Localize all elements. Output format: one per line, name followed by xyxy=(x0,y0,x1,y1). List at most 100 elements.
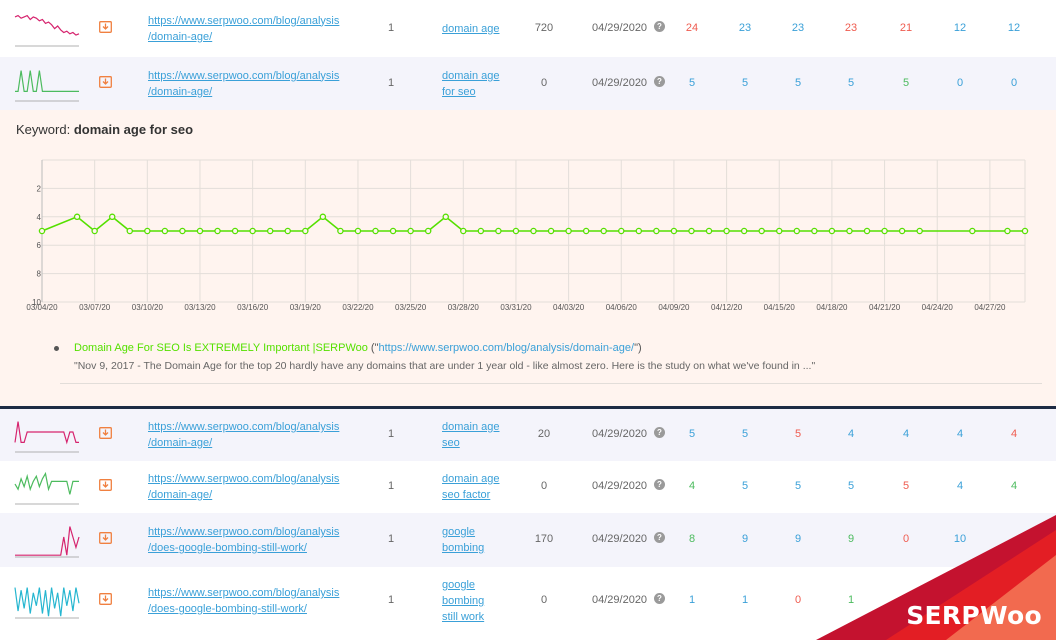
series-point[interactable] xyxy=(266,227,274,235)
series-point[interactable] xyxy=(758,227,765,235)
search-volume: 20 xyxy=(537,428,551,440)
series-point[interactable] xyxy=(565,227,572,235)
series-point[interactable] xyxy=(863,227,871,235)
series-point[interactable] xyxy=(477,227,485,235)
ranking-url-link[interactable]: https://www.serpwoo.com/blog/analysis/do… xyxy=(148,419,358,451)
series-point[interactable] xyxy=(846,227,853,235)
series-point[interactable] xyxy=(793,227,801,235)
series-point[interactable] xyxy=(442,213,449,221)
keyword-link[interactable]: domain age xyxy=(442,21,512,37)
rank-value: 5 xyxy=(847,76,855,89)
ranking-url-link[interactable]: https://www.serpwoo.com/blog/analysis/do… xyxy=(148,471,358,503)
ranking-url-link[interactable]: https://www.serpwoo.com/blog/analysis/do… xyxy=(148,524,358,556)
series-point[interactable] xyxy=(302,227,309,235)
ranking-url-link[interactable]: https://www.serpwoo.com/blog/analysis/do… xyxy=(148,585,358,617)
help-icon[interactable]: ? xyxy=(654,427,665,438)
search-volume: 0 xyxy=(540,594,548,606)
series-point[interactable] xyxy=(214,227,221,235)
series-point[interactable] xyxy=(389,227,397,235)
help-icon[interactable]: ? xyxy=(654,20,665,32)
download-icon[interactable] xyxy=(99,427,112,439)
series-point[interactable] xyxy=(1004,227,1011,235)
series-point[interactable] xyxy=(126,227,134,235)
help-icon[interactable]: ? xyxy=(654,479,665,490)
series-point[interactable] xyxy=(670,227,678,235)
ranking-url-link[interactable]: https://www.serpwoo.com/blog/analysis/do… xyxy=(148,68,358,100)
download-icon[interactable] xyxy=(99,532,112,544)
download-icon[interactable] xyxy=(99,593,112,605)
series-point[interactable] xyxy=(512,227,520,235)
rank-sparkline[interactable] xyxy=(14,417,80,453)
series-point[interactable] xyxy=(740,227,748,235)
series-point[interactable] xyxy=(407,227,414,235)
series-point[interactable] xyxy=(916,227,923,235)
series-point[interactable] xyxy=(284,227,291,235)
series-point[interactable] xyxy=(600,227,607,235)
series-point[interactable] xyxy=(196,227,204,235)
series-point[interactable] xyxy=(653,227,660,235)
help-icon[interactable]: ? xyxy=(654,75,665,87)
series-point[interactable] xyxy=(1021,227,1029,235)
keyword-link[interactable]: domain age seo factor xyxy=(442,471,512,503)
keyword-row: https://www.serpwoo.com/blog/analysis/do… xyxy=(0,409,1056,461)
rank-value: 4 xyxy=(956,480,964,492)
series-point[interactable] xyxy=(828,227,836,235)
series-point[interactable] xyxy=(372,227,379,235)
rank-value: 12 xyxy=(953,21,967,34)
series-point[interactable] xyxy=(460,227,467,235)
download-icon[interactable] xyxy=(99,75,112,88)
x-tick-label: 04/03/20 xyxy=(553,303,585,312)
series-point[interactable] xyxy=(424,227,432,235)
series-point[interactable] xyxy=(354,227,362,235)
serpwoo-brand-badge: SERPWoo xyxy=(756,515,1056,640)
download-icon[interactable] xyxy=(99,479,112,491)
series-point[interactable] xyxy=(705,227,713,235)
help-icon[interactable]: ? xyxy=(654,593,665,604)
series-point[interactable] xyxy=(73,213,81,221)
keyword-link[interactable]: domain age seo xyxy=(442,419,512,451)
keyword-link[interactable]: domain age for seo xyxy=(442,68,512,100)
rank-value: 5 xyxy=(741,76,749,89)
rank-value: 23 xyxy=(791,21,805,34)
series-point[interactable] xyxy=(319,213,327,221)
result-title[interactable]: Domain Age For SEO Is EXTREMELY Importan… xyxy=(74,342,368,354)
series-point[interactable] xyxy=(495,227,502,235)
series-point[interactable] xyxy=(144,227,151,235)
series-point[interactable] xyxy=(635,227,643,235)
download-icon[interactable] xyxy=(99,20,112,33)
series-point[interactable] xyxy=(530,227,537,235)
series-point[interactable] xyxy=(179,227,186,235)
series-point[interactable] xyxy=(38,227,46,235)
series-point[interactable] xyxy=(811,227,818,235)
series-point[interactable] xyxy=(898,227,906,235)
keyword-line: for seo xyxy=(442,85,476,98)
rank-position: 1 xyxy=(388,480,395,492)
rank-sparkline[interactable] xyxy=(14,11,80,47)
series-point[interactable] xyxy=(776,227,783,235)
series-point[interactable] xyxy=(582,227,590,235)
rank-sparkline[interactable] xyxy=(14,583,80,619)
help-icon[interactable]: ? xyxy=(654,532,665,543)
result-url[interactable]: https://www.serpwoo.com/blog/analysis/do… xyxy=(378,342,635,354)
keyword-link[interactable]: google bombing xyxy=(442,524,512,556)
series-point[interactable] xyxy=(618,227,625,235)
rank-sparkline[interactable] xyxy=(14,469,80,505)
series-point[interactable] xyxy=(249,227,256,235)
series-point[interactable] xyxy=(881,227,888,235)
series-point[interactable] xyxy=(688,227,695,235)
series-point[interactable] xyxy=(161,227,169,235)
series-point[interactable] xyxy=(969,227,976,235)
ranking-url-link[interactable]: https://www.serpwoo.com/blog/analysis/do… xyxy=(148,13,358,45)
keyword-link[interactable]: google bombing still work xyxy=(442,577,512,625)
series-point[interactable] xyxy=(231,227,239,235)
series-point[interactable] xyxy=(723,227,730,235)
series-point[interactable] xyxy=(91,227,98,235)
series-point[interactable] xyxy=(108,213,116,221)
rank-sparkline[interactable] xyxy=(14,66,80,102)
rank-sparkline[interactable] xyxy=(14,522,80,558)
series-point[interactable] xyxy=(547,227,555,235)
series-point[interactable] xyxy=(337,227,344,235)
rank-value: 0 xyxy=(902,533,910,545)
x-tick-label: 04/18/20 xyxy=(816,303,848,312)
